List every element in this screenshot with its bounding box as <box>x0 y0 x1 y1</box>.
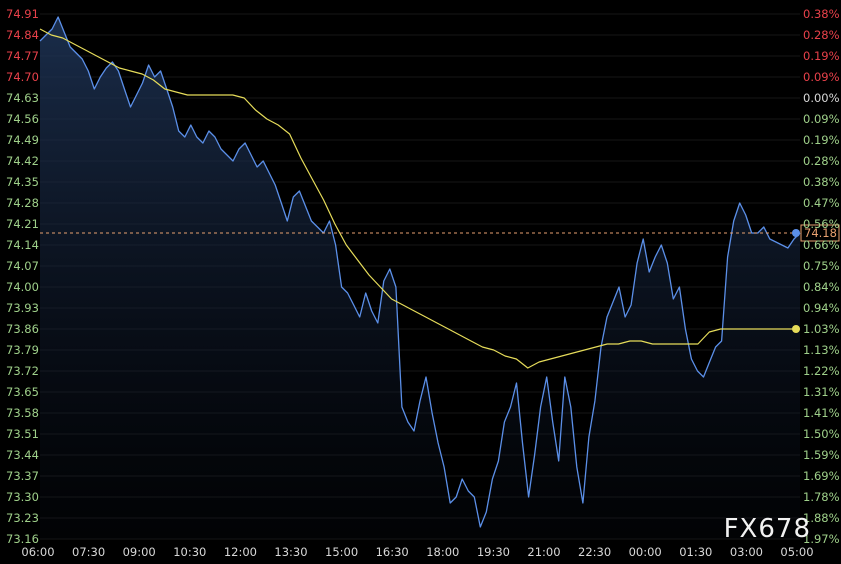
x-tick-label: 22:30 <box>578 545 611 559</box>
pct-tick-label: 1.03% <box>803 322 840 336</box>
x-tick-label: 13:30 <box>274 545 307 559</box>
y-tick-label: 73.79 <box>6 343 39 357</box>
y-tick-label: 74.49 <box>6 133 39 147</box>
x-tick-label: 01:30 <box>679 545 712 559</box>
pct-tick-label: 1.13% <box>803 343 840 357</box>
y-tick-label: 74.14 <box>6 238 39 252</box>
marker-layer <box>792 229 800 333</box>
pct-tick-label: 0.28% <box>803 28 840 42</box>
y-tick-label: 73.37 <box>6 469 39 483</box>
y-axis-left: 74.91 74.84 74.77 74.70 74.63 74.56 74.49 74.42… <box>6 7 39 546</box>
pct-tick-label: 0.47% <box>803 196 840 210</box>
y-tick-label: 73.44 <box>6 448 39 462</box>
watermark-logo: FX678 <box>723 514 811 544</box>
y-tick-label: 74.00 <box>6 280 39 294</box>
y-tick-label: 74.63 <box>6 91 39 105</box>
pct-tick-label: 0.28% <box>803 154 840 168</box>
x-tick-label: 05:00 <box>780 545 813 559</box>
average-series-line <box>39 28 800 369</box>
y-tick-label: 74.21 <box>6 217 39 231</box>
y-tick-label: 73.72 <box>6 364 39 378</box>
pct-tick-label: 0.09% <box>803 112 840 126</box>
y-axis-right: 0.38% 0.28% 0.19% 0.09% 0.00% 0.09% 0.19% 0.28%… <box>803 7 840 546</box>
area-layer <box>40 17 800 539</box>
x-tick-label: 00:00 <box>629 545 662 559</box>
x-tick-label: 19:30 <box>477 545 510 559</box>
pct-tick-label: 0.19% <box>803 133 840 147</box>
pct-tick-label: 0.84% <box>803 280 840 294</box>
y-tick-label: 74.07 <box>6 259 39 273</box>
reference-layer: 74.18 <box>40 224 840 242</box>
last-price-tag <box>800 224 840 242</box>
pct-tick-label: 1.22% <box>803 364 840 378</box>
x-tick-label: 15:00 <box>325 545 358 559</box>
pct-tick-label: 0.38% <box>803 175 840 189</box>
x-tick-label: 18:00 <box>426 545 459 559</box>
x-tick-label: 10:30 <box>173 545 206 559</box>
y-tick-label: 73.65 <box>6 385 39 399</box>
pct-tick-label: 1.97% <box>803 532 840 546</box>
y-tick-label: 73.93 <box>6 301 39 315</box>
y-tick-label: 74.91 <box>6 7 39 21</box>
pct-tick-label: 1.78% <box>803 490 840 504</box>
x-tick-label: 07:30 <box>72 545 105 559</box>
pct-tick-label: 1.59% <box>803 448 840 462</box>
x-tick-label: 16:30 <box>376 545 409 559</box>
price-end-marker <box>792 229 800 237</box>
pct-tick-label: 0.66% <box>803 238 840 252</box>
y-tick-label: 74.77 <box>6 49 39 63</box>
y-tick-label: 74.35 <box>6 175 39 189</box>
pct-tick-label: 1.31% <box>803 385 840 399</box>
x-tick-label: 03:00 <box>730 545 763 559</box>
pct-tick-label: 0.38% <box>803 7 840 21</box>
y-tick-label: 74.56 <box>6 112 39 126</box>
x-axis: 06:00 07:30 09:00 10:30 12:00 13:30 15:00 16:30… <box>21 545 813 559</box>
pct-tick-label: 1.88% <box>803 511 840 525</box>
x-tick-label: 09:00 <box>123 545 156 559</box>
y-tick-label: 74.28 <box>6 196 39 210</box>
x-tick-label: 21:00 <box>527 545 560 559</box>
y-tick-label: 73.30 <box>6 490 39 504</box>
y-tick-label: 73.58 <box>6 406 39 420</box>
y-tick-label: 73.16 <box>6 532 39 546</box>
pct-tick-label: 0.56% <box>803 217 840 231</box>
average-end-marker <box>792 325 800 333</box>
y-tick-label: 74.70 <box>6 70 39 84</box>
x-tick-label: 12:00 <box>224 545 257 559</box>
x-tick-label: 06:00 <box>21 545 54 559</box>
y-tick-label: 73.23 <box>6 511 39 525</box>
price-area-fill <box>40 17 800 539</box>
pct-tick-label: 1.69% <box>803 469 840 483</box>
pct-tick-label: 0.19% <box>803 49 840 63</box>
pct-tick-label: 0.75% <box>803 259 840 273</box>
line-layer <box>39 16 801 528</box>
y-tick-label: 74.42 <box>6 154 39 168</box>
y-tick-label: 73.51 <box>6 427 39 441</box>
last-price-label: 74.18 <box>804 226 837 240</box>
pct-tick-label: 1.41% <box>803 406 840 420</box>
y-tick-label: 74.84 <box>6 28 39 42</box>
y-tick-label: 73.86 <box>6 322 39 336</box>
pct-tick-label: 1.50% <box>803 427 840 441</box>
pct-tick-label: 0.09% <box>803 70 840 84</box>
pct-tick-label: 0.00% <box>803 91 840 105</box>
pct-tick-label: 0.94% <box>803 301 840 315</box>
